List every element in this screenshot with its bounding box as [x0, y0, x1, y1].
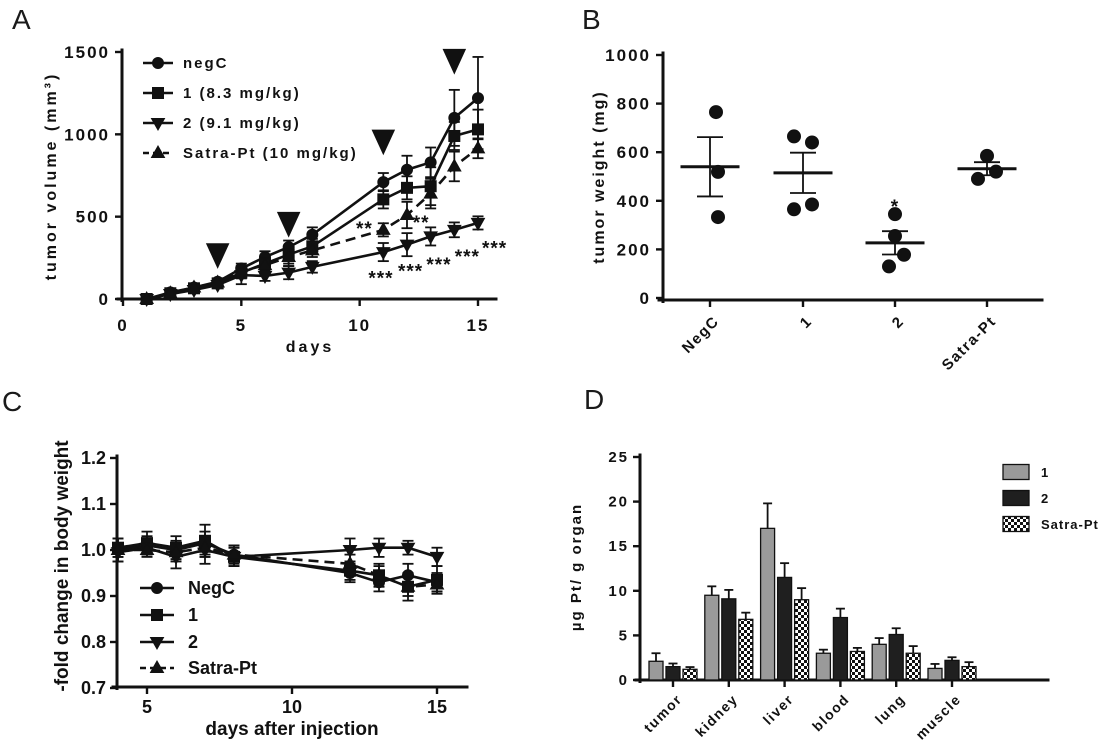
panel-b-label: B: [582, 4, 601, 35]
svg-text:**: **: [413, 213, 430, 234]
svg-text:5: 5: [619, 627, 629, 644]
svg-text:***: ***: [455, 247, 480, 268]
svg-text:*: *: [891, 197, 899, 218]
svg-text:5: 5: [236, 316, 247, 335]
svg-text:tumor volume (mm³): tumor volume (mm³): [43, 72, 60, 281]
svg-text:***: ***: [368, 269, 393, 290]
panel-c-body-weight-chart: 0.7 0.8 0.9 1.0 1.1 1.2 5 10 15 days after inject…: [52, 440, 469, 740]
svg-text:liver: liver: [760, 691, 797, 728]
svg-text:µg Pt/ g organ: µg Pt/ g organ: [568, 503, 585, 631]
svg-text:15: 15: [608, 538, 629, 555]
svg-text:1: 1: [188, 605, 198, 625]
svg-text:15: 15: [427, 697, 447, 717]
panel-a-label: A: [12, 4, 31, 35]
svg-text:negC: negC: [183, 55, 229, 72]
svg-text:tumor: tumor: [640, 691, 685, 736]
svg-text:lung: lung: [872, 691, 908, 727]
svg-text:-fold change in body weight: -fold change in body weight: [52, 440, 73, 692]
svg-text:25: 25: [608, 449, 629, 466]
svg-text:NegC: NegC: [679, 313, 723, 357]
panel-d-label: D: [584, 384, 605, 415]
svg-text:10: 10: [282, 697, 302, 717]
svg-text:Satra-Pt: Satra-Pt: [1041, 517, 1099, 532]
svg-text:15: 15: [467, 316, 490, 335]
svg-text:1000: 1000: [64, 125, 110, 144]
svg-text:days: days: [286, 339, 334, 356]
svg-text:1.2: 1.2: [81, 448, 106, 468]
svg-text:500: 500: [76, 208, 110, 227]
svg-text:20: 20: [608, 494, 629, 511]
svg-text:400: 400: [617, 192, 651, 211]
svg-text:10: 10: [608, 583, 629, 600]
svg-text:1: 1: [1041, 465, 1049, 480]
svg-text:0.9: 0.9: [81, 586, 106, 606]
svg-text:***: ***: [426, 255, 451, 276]
svg-text:blood: blood: [809, 691, 853, 735]
svg-text:***: ***: [398, 262, 423, 283]
svg-text:Satra-Pt: Satra-Pt: [939, 313, 1000, 374]
svg-text:5: 5: [142, 697, 152, 717]
svg-text:1 (8.3 mg/kg): 1 (8.3 mg/kg): [183, 85, 301, 102]
svg-text:800: 800: [617, 95, 651, 114]
svg-text:2: 2: [188, 632, 198, 652]
svg-text:1.0: 1.0: [81, 540, 106, 560]
svg-text:0.8: 0.8: [81, 632, 106, 652]
svg-text:10: 10: [348, 316, 371, 335]
svg-text:1: 1: [797, 313, 816, 332]
svg-text:muscle: muscle: [912, 691, 964, 743]
svg-text:tumor weight (mg): tumor weight (mg): [591, 90, 608, 264]
panel-b-tumor-weight-chart: 0 200 400 600 800 1000 NegC 1 2 * Satra-Pt tumor we…: [591, 46, 1044, 374]
svg-text:1000: 1000: [605, 46, 651, 65]
svg-text:Satra-Pt (10 mg/kg): Satra-Pt (10 mg/kg): [183, 145, 358, 162]
svg-text:**: **: [356, 219, 373, 240]
panel-a-tumor-volume-chart: 0 500 1000 1500 0 5 10 15 days tumor volume (mm³)…: [43, 43, 507, 356]
svg-text:Satra-Pt: Satra-Pt: [188, 658, 257, 678]
svg-text:2 (9.1 mg/kg): 2 (9.1 mg/kg): [183, 115, 301, 132]
svg-text:0.7: 0.7: [81, 678, 106, 698]
svg-text:days after injection: days after injection: [205, 719, 378, 740]
svg-text:NegC: NegC: [188, 578, 235, 598]
svg-text:200: 200: [617, 240, 651, 259]
svg-text:600: 600: [617, 143, 651, 162]
svg-text:***: ***: [482, 238, 507, 259]
panel-c-label: C: [2, 386, 23, 417]
svg-text:0: 0: [640, 289, 651, 308]
svg-text:2: 2: [889, 313, 908, 332]
svg-text:kidney: kidney: [692, 691, 741, 740]
svg-text:1.1: 1.1: [81, 494, 106, 514]
svg-text:0: 0: [99, 290, 110, 309]
panel-d-biodistribution-chart: 0 5 10 15 20 25 tumor kidney liver blood lung muscl…: [568, 449, 1099, 743]
svg-text:0: 0: [117, 316, 128, 335]
svg-text:2: 2: [1041, 491, 1049, 506]
svg-text:1500: 1500: [64, 43, 110, 62]
svg-text:0: 0: [619, 672, 629, 689]
